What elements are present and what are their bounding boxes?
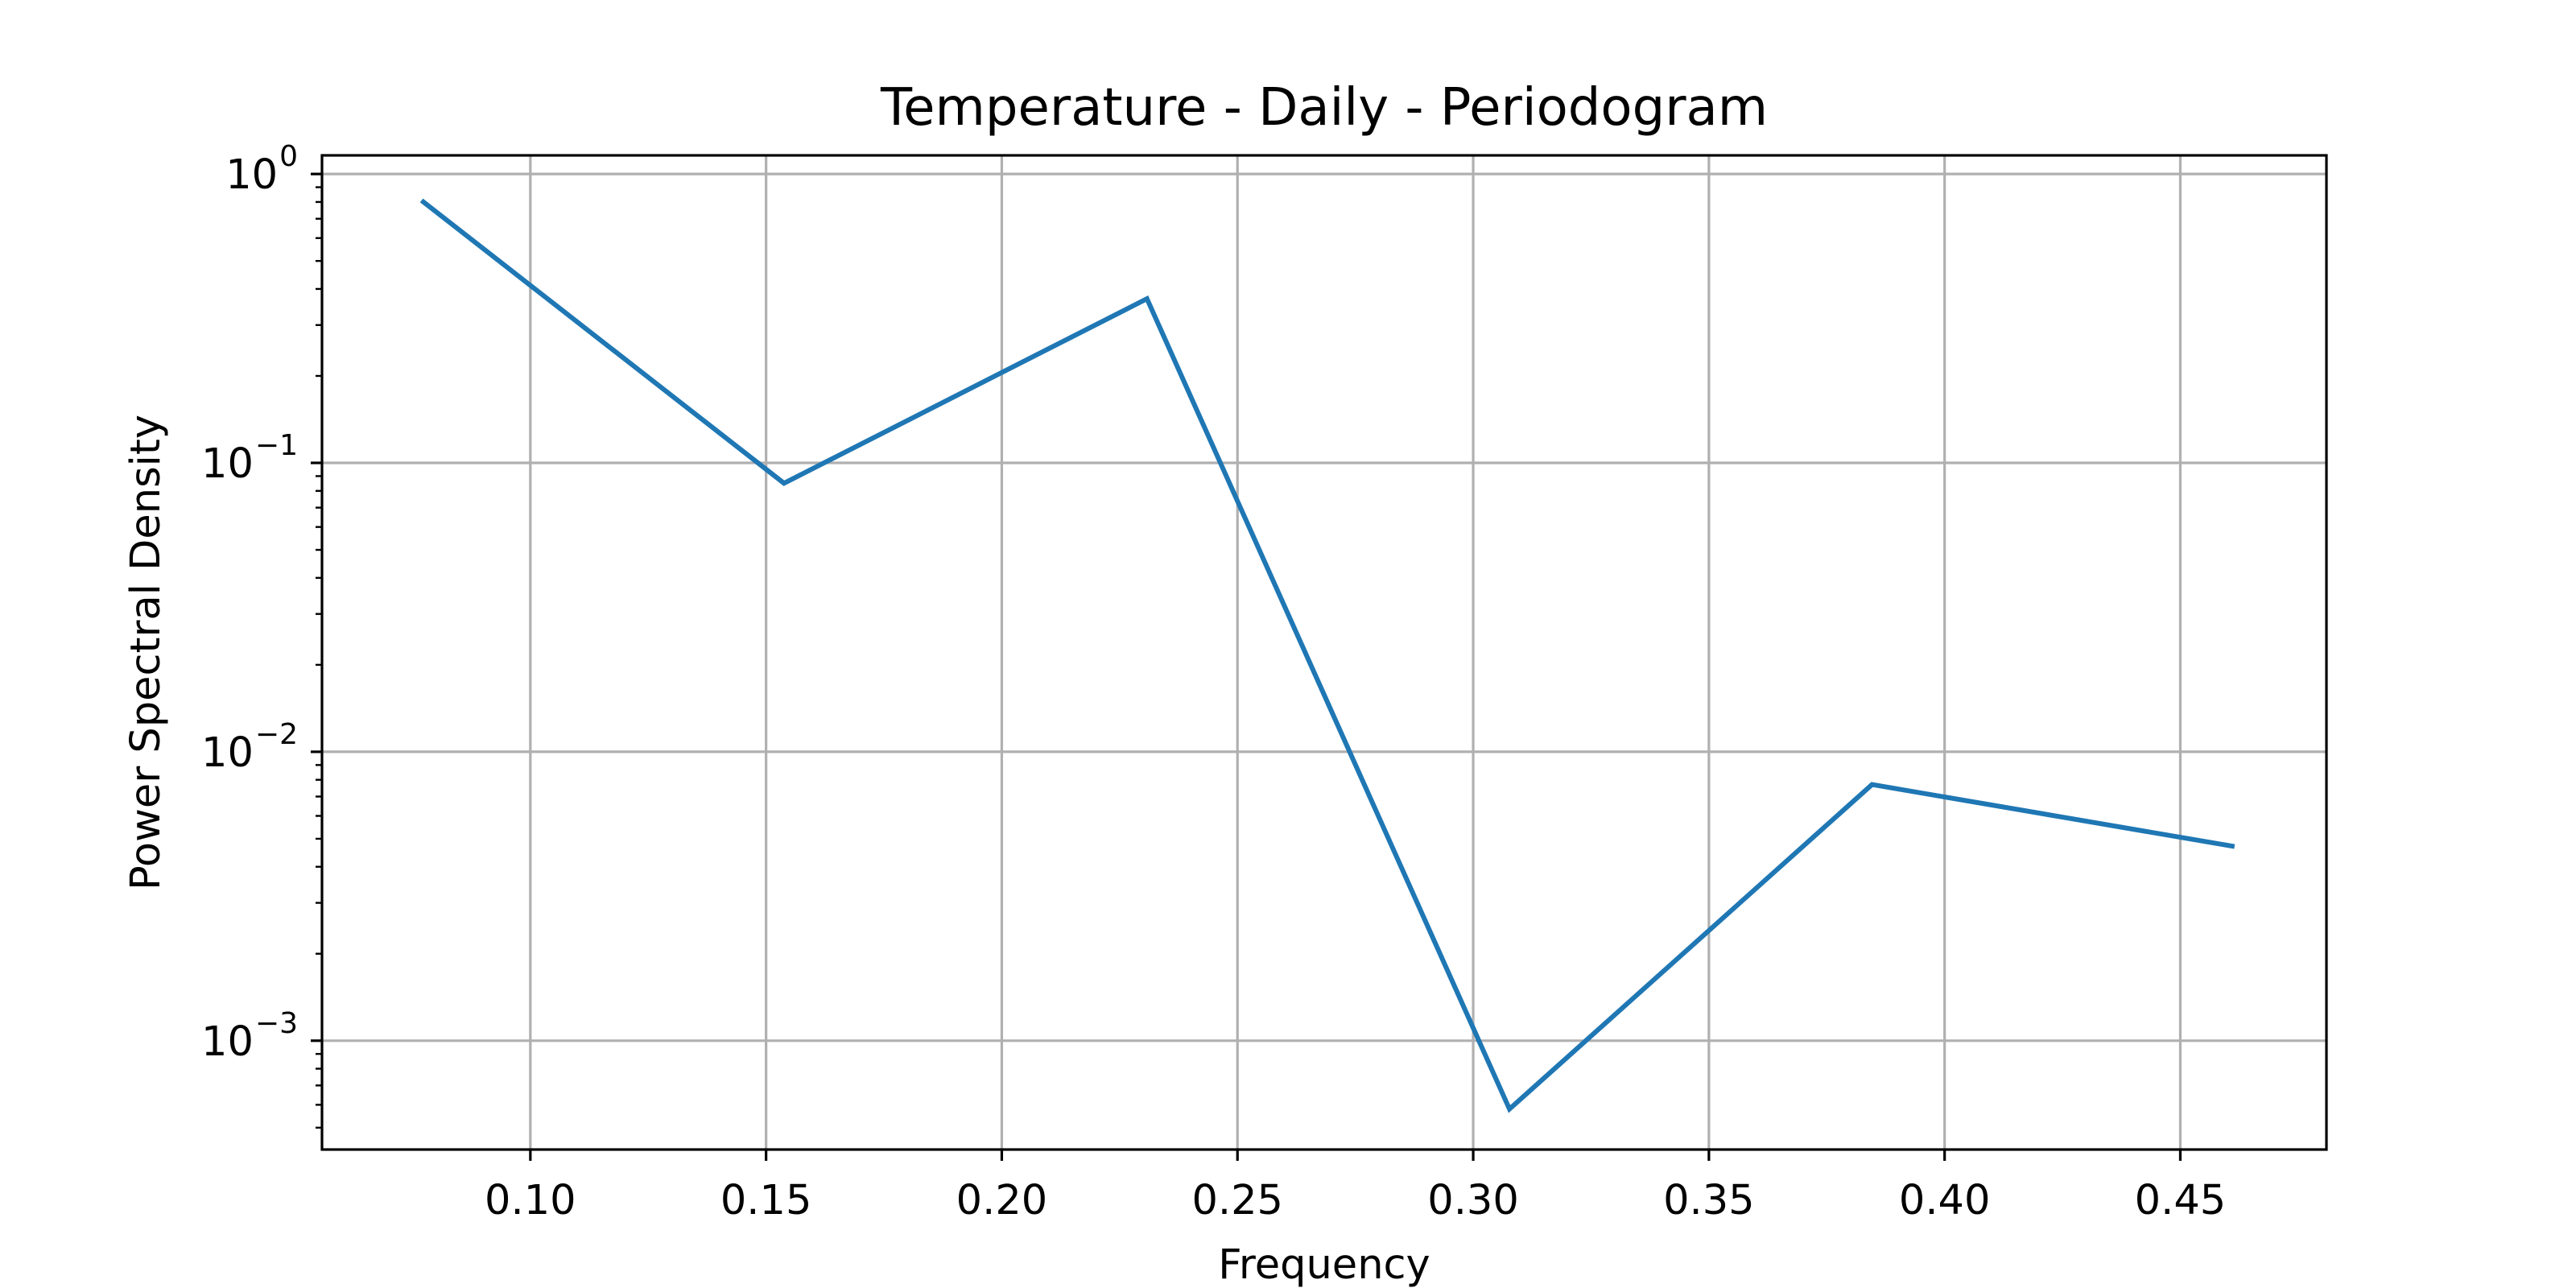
x-tick-label: 0.35: [1663, 1177, 1755, 1224]
x-tick-label: 0.45: [2135, 1177, 2227, 1224]
series-layer: [419, 198, 2235, 1113]
y-tick-exponent: −1: [255, 429, 298, 462]
y-axis-label: Power Spectral Density: [122, 415, 170, 890]
y-tick-base: 10: [201, 440, 254, 488]
series-line: [419, 198, 2235, 1113]
y-tick-label: −310: [201, 1007, 298, 1066]
y-tick-base: 10: [225, 151, 278, 199]
y-tick-base: 10: [201, 1018, 254, 1066]
x-axis-label: Frequency: [1218, 1241, 1430, 1288]
x-tick-label: 0.15: [720, 1177, 812, 1224]
y-tick-label: −210: [201, 718, 298, 777]
axis-ticks: 0.10 0.15 0.20 0.25 0.30 0.35 0.40 0.45010−110−…: [201, 140, 2226, 1224]
plot-frame: [320, 154, 2328, 1151]
x-tick-label: 0.10: [485, 1177, 576, 1224]
y-tick-base: 10: [201, 729, 254, 777]
x-tick-label: 0.40: [1899, 1177, 1991, 1224]
y-tick-exponent: −3: [255, 1007, 298, 1040]
y-tick-exponent: −2: [255, 718, 298, 751]
x-tick-label: 0.25: [1191, 1177, 1283, 1224]
x-tick-label: 0.30: [1427, 1177, 1519, 1224]
chart-title: Temperature - Daily - Periodogram: [880, 78, 1768, 138]
y-tick-label: 010: [225, 140, 298, 199]
y-tick-exponent: 0: [279, 140, 298, 173]
grid-lines: [322, 155, 2326, 1150]
x-tick-label: 0.20: [956, 1177, 1048, 1224]
y-tick-label: −110: [201, 429, 298, 488]
